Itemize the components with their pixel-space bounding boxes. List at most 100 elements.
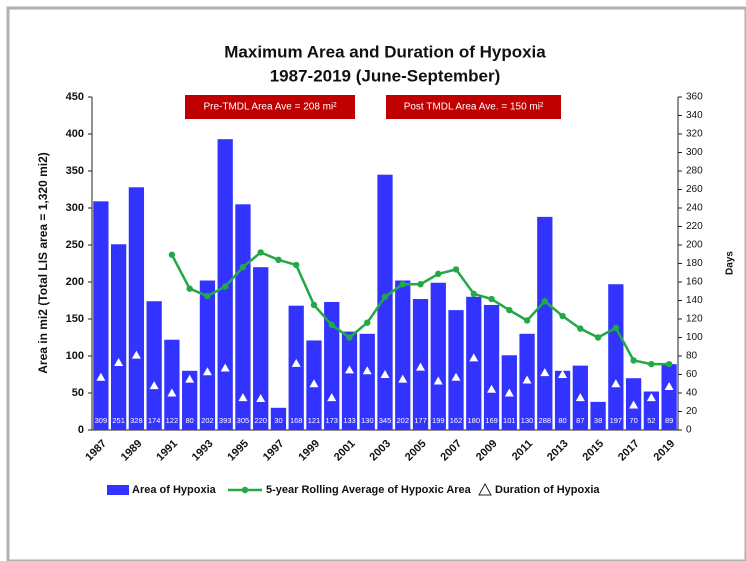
- duration-marker: [451, 372, 461, 381]
- bar: [661, 364, 677, 430]
- bar: [395, 280, 411, 430]
- bar: [537, 216, 553, 430]
- y-tick-label: 0: [78, 424, 84, 436]
- bar-value-label: 133: [343, 416, 356, 425]
- y2-tick-label: 300: [686, 147, 703, 158]
- line-point: [168, 251, 176, 258]
- y-tick-label: 250: [66, 239, 84, 251]
- bar-value-label: 393: [219, 416, 232, 425]
- bar: [554, 370, 571, 430]
- bar-value-label: 197: [610, 416, 623, 425]
- bar: [93, 201, 109, 430]
- bar: [359, 333, 375, 430]
- legend-swatch-point: [241, 486, 249, 494]
- bar-value-label: 80: [185, 416, 193, 425]
- duration-marker: [96, 372, 106, 381]
- line-point: [594, 334, 602, 341]
- duration-marker: [611, 379, 621, 388]
- bar: [608, 284, 624, 430]
- duration-marker: [558, 370, 568, 378]
- y-tick-label: 50: [72, 387, 84, 399]
- y2-tick-label: 280: [686, 166, 703, 177]
- legend-label: Duration of Hypoxia: [495, 484, 600, 496]
- y2-tick-label: 40: [686, 388, 698, 399]
- annotation-box: [386, 95, 561, 119]
- bar: [235, 204, 251, 430]
- duration-marker: [167, 388, 177, 397]
- duration-marker: [398, 374, 408, 383]
- duration-marker: [185, 374, 195, 383]
- chart-subtitle: 1987-2019 (June-September): [270, 66, 501, 85]
- line-point: [293, 261, 300, 269]
- duration-marker: [380, 370, 390, 378]
- bar-value-label: 288: [539, 416, 552, 425]
- y2-tick-label: 0: [686, 425, 692, 436]
- bar: [253, 267, 269, 430]
- line-point: [523, 317, 531, 324]
- line-point: [452, 266, 460, 273]
- line-point: [648, 360, 655, 368]
- bar-value-label: 38: [594, 416, 602, 425]
- y2-tick-label: 120: [686, 314, 703, 325]
- bar-value-label: 162: [450, 416, 463, 425]
- y-tick-label: 300: [66, 202, 84, 214]
- bar-value-label: 89: [665, 416, 673, 425]
- line-point: [630, 357, 637, 364]
- bar-value-label: 174: [148, 416, 161, 425]
- y2-tick-label: 100: [686, 332, 703, 343]
- bar-value-label: 30: [274, 416, 282, 425]
- bar-value-label: 168: [290, 416, 303, 425]
- y2-tick-label: 160: [686, 277, 703, 288]
- y2-tick-label: 80: [686, 351, 698, 362]
- line-point: [221, 283, 229, 290]
- duration-marker: [522, 375, 532, 384]
- y2-tick-label: 240: [686, 203, 703, 214]
- bar-value-label: 199: [432, 416, 445, 425]
- duration-marker: [309, 379, 319, 388]
- bar: [111, 244, 127, 430]
- bar-value-label: 80: [558, 416, 566, 425]
- y2-tick-label: 320: [686, 129, 703, 140]
- bar-value-label: 202: [396, 416, 409, 425]
- bar: [466, 296, 482, 430]
- bar-value-label: 70: [629, 416, 637, 425]
- bar: [430, 282, 446, 430]
- legend-label: 5-year Rolling Average of Hypoxic Area: [266, 484, 472, 496]
- bar-value-label: 251: [112, 416, 125, 425]
- duration-marker: [487, 384, 497, 393]
- line-point: [346, 334, 353, 341]
- line-point: [577, 325, 584, 332]
- bar-value-label: 177: [414, 416, 427, 425]
- duration-marker: [469, 353, 479, 362]
- line-point: [612, 324, 620, 332]
- y2-tick-label: 20: [686, 406, 698, 417]
- duration-marker: [238, 393, 248, 402]
- legend-label: Area of Hypoxia: [132, 484, 217, 496]
- duration-marker: [202, 367, 212, 376]
- duration-marker: [220, 363, 230, 372]
- bar-value-label: 121: [308, 416, 321, 425]
- duration-marker: [256, 394, 266, 403]
- chart-title: Maximum Area and Duration of Hypoxia: [224, 42, 546, 61]
- bar: [128, 187, 145, 430]
- bar: [643, 391, 659, 430]
- y2-tick-label: 220: [686, 221, 703, 232]
- bar-value-label: 180: [468, 416, 481, 425]
- duration-marker: [664, 382, 674, 391]
- bar-value-label: 328: [130, 416, 143, 425]
- line-point: [417, 281, 424, 288]
- bar-value-label: 87: [576, 416, 584, 425]
- line-point: [328, 321, 335, 329]
- duration-marker: [344, 365, 354, 374]
- bar: [448, 310, 464, 430]
- duration-marker: [504, 388, 514, 397]
- y-tick-label: 100: [66, 350, 84, 362]
- bar: [270, 407, 287, 430]
- line-point: [275, 256, 282, 263]
- line-point: [488, 295, 495, 303]
- duration-marker: [646, 393, 656, 402]
- bar-value-label: 52: [647, 416, 655, 425]
- y2-tick-label: 260: [686, 184, 703, 195]
- duration-marker: [291, 358, 301, 367]
